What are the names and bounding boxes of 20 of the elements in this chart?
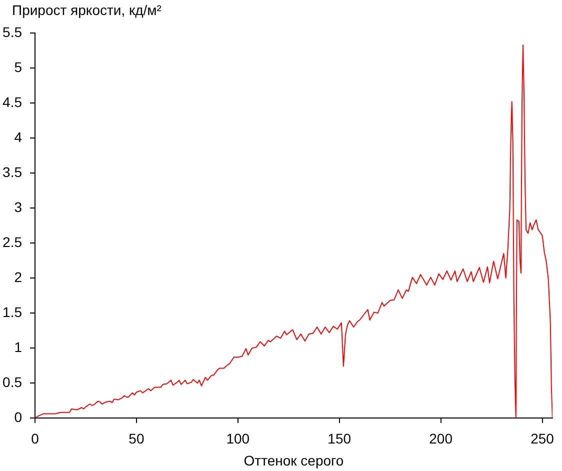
- x-tick-label: 200: [429, 430, 453, 446]
- y-tick-label: 2: [14, 268, 22, 285]
- y-tick-label: 0.5: [2, 374, 22, 390]
- y-tick-label: 3.5: [2, 164, 22, 180]
- x-tick-label: 250: [530, 430, 554, 446]
- y-axis-title: Прирост яркости, кд/м²: [12, 1, 162, 19]
- y-tick-label: 0: [14, 408, 22, 425]
- x-tick-label: 100: [226, 430, 250, 446]
- y-tick-label: 4.5: [2, 94, 22, 110]
- y-tick-label: 5: [14, 58, 22, 75]
- y-tick-label: 1: [14, 338, 22, 355]
- x-tick-label: 150: [328, 430, 352, 446]
- y-tick-label: 2.5: [2, 234, 22, 250]
- x-tick-label: 0: [31, 430, 40, 446]
- y-tick-label: 5.5: [2, 24, 22, 40]
- x-axis-title: Оттенок серого: [244, 452, 344, 468]
- y-tick-label: 1.5: [2, 304, 22, 320]
- y-tick-label: 4: [14, 128, 22, 145]
- x-tick-label: 50: [128, 430, 144, 446]
- y-tick-label: 3: [14, 198, 22, 215]
